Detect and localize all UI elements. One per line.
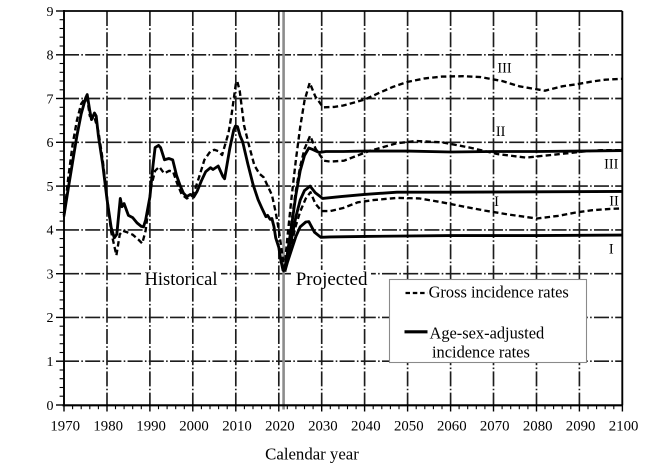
svg-text:II: II — [609, 194, 619, 210]
svg-text:4: 4 — [47, 224, 54, 239]
svg-text:II: II — [496, 124, 506, 140]
svg-text:7: 7 — [47, 92, 54, 107]
svg-text:1980: 1980 — [93, 418, 123, 434]
svg-text:III: III — [497, 60, 512, 76]
svg-text:2080: 2080 — [523, 418, 553, 434]
svg-text:III: III — [604, 157, 619, 173]
svg-text:6: 6 — [47, 136, 54, 151]
svg-text:1990: 1990 — [136, 418, 166, 434]
svg-text:2100: 2100 — [609, 418, 639, 434]
svg-text:Age-sex-adjusted: Age-sex-adjusted — [430, 324, 545, 343]
svg-text:8: 8 — [47, 49, 54, 64]
svg-text:2030: 2030 — [308, 418, 338, 434]
svg-text:3: 3 — [47, 268, 54, 283]
svg-text:2040: 2040 — [351, 418, 381, 434]
svg-text:2050: 2050 — [394, 418, 424, 434]
svg-text:I: I — [609, 242, 614, 258]
svg-text:2000: 2000 — [179, 418, 209, 434]
svg-text:2060: 2060 — [437, 418, 467, 434]
svg-text:incidence rates: incidence rates — [432, 343, 530, 362]
svg-text:Gross incidence rates: Gross incidence rates — [429, 283, 569, 302]
svg-text:2090: 2090 — [566, 418, 596, 434]
svg-text:Historical: Historical — [145, 270, 218, 290]
svg-text:5: 5 — [47, 180, 54, 195]
svg-text:1970: 1970 — [50, 418, 80, 434]
svg-text:2020: 2020 — [265, 418, 295, 434]
svg-text:0: 0 — [47, 399, 54, 414]
svg-text:1: 1 — [47, 355, 54, 370]
svg-text:2010: 2010 — [222, 418, 252, 434]
svg-text:Projected: Projected — [296, 269, 368, 290]
svg-text:I: I — [494, 194, 499, 210]
svg-text:9: 9 — [47, 5, 54, 20]
svg-text:2070: 2070 — [480, 418, 510, 434]
svg-text:Calendar year: Calendar year — [265, 445, 359, 464]
svg-text:2: 2 — [47, 311, 54, 326]
